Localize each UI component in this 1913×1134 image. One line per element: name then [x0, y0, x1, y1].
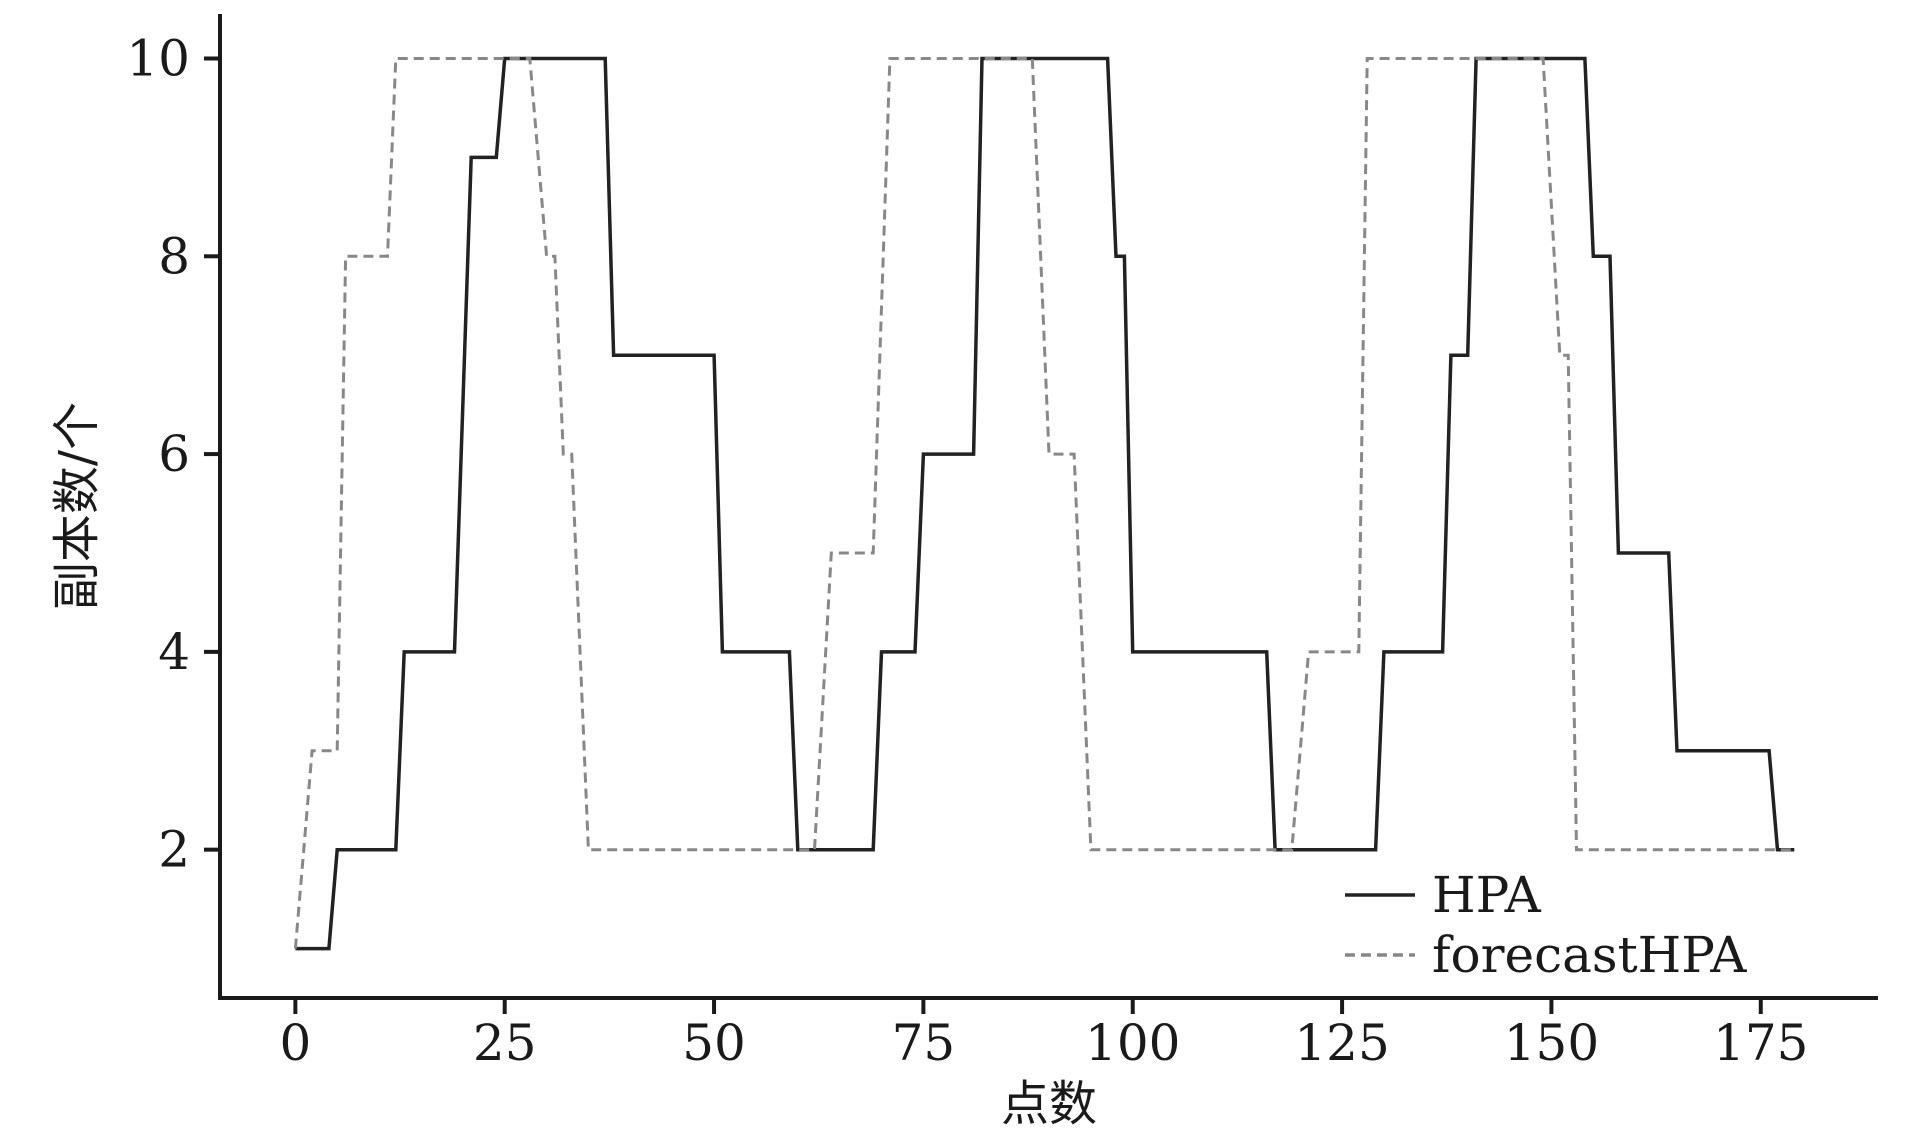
- legend-label-hpa: HPA: [1432, 866, 1542, 924]
- y-tick-label: 2: [158, 821, 190, 879]
- y-tick-label: 4: [158, 623, 190, 681]
- x-tick-label: 0: [279, 1014, 311, 1072]
- tick-labels: 0 25 50 75 100 125 150 175 2 4 6 8 10: [126, 30, 1808, 1072]
- x-tick-label: 175: [1713, 1014, 1808, 1072]
- x-tick-label: 25: [473, 1014, 537, 1072]
- x-tick-label: 150: [1504, 1014, 1599, 1072]
- x-tick-label: 125: [1294, 1014, 1389, 1072]
- series-line-hpa: [295, 56, 1795, 951]
- x-tick-label: 50: [682, 1014, 746, 1072]
- axes: [204, 14, 1878, 1014]
- series-line-forecasthpa: [293, 57, 1795, 949]
- y-tick-label: 8: [158, 227, 190, 285]
- x-axis-title: 点数: [1001, 1076, 1097, 1132]
- y-axis-title: 副本数/个: [49, 402, 105, 610]
- x-tick-label: 75: [892, 1014, 956, 1072]
- legend: HPA forecastHPA: [1345, 866, 1747, 984]
- x-tick-label: 100: [1085, 1014, 1180, 1072]
- y-tick-label: 6: [158, 425, 190, 483]
- y-tick-label: 10: [126, 30, 190, 88]
- series-lines: [293, 56, 1795, 951]
- legend-label-forecasthpa: forecastHPA: [1432, 926, 1747, 984]
